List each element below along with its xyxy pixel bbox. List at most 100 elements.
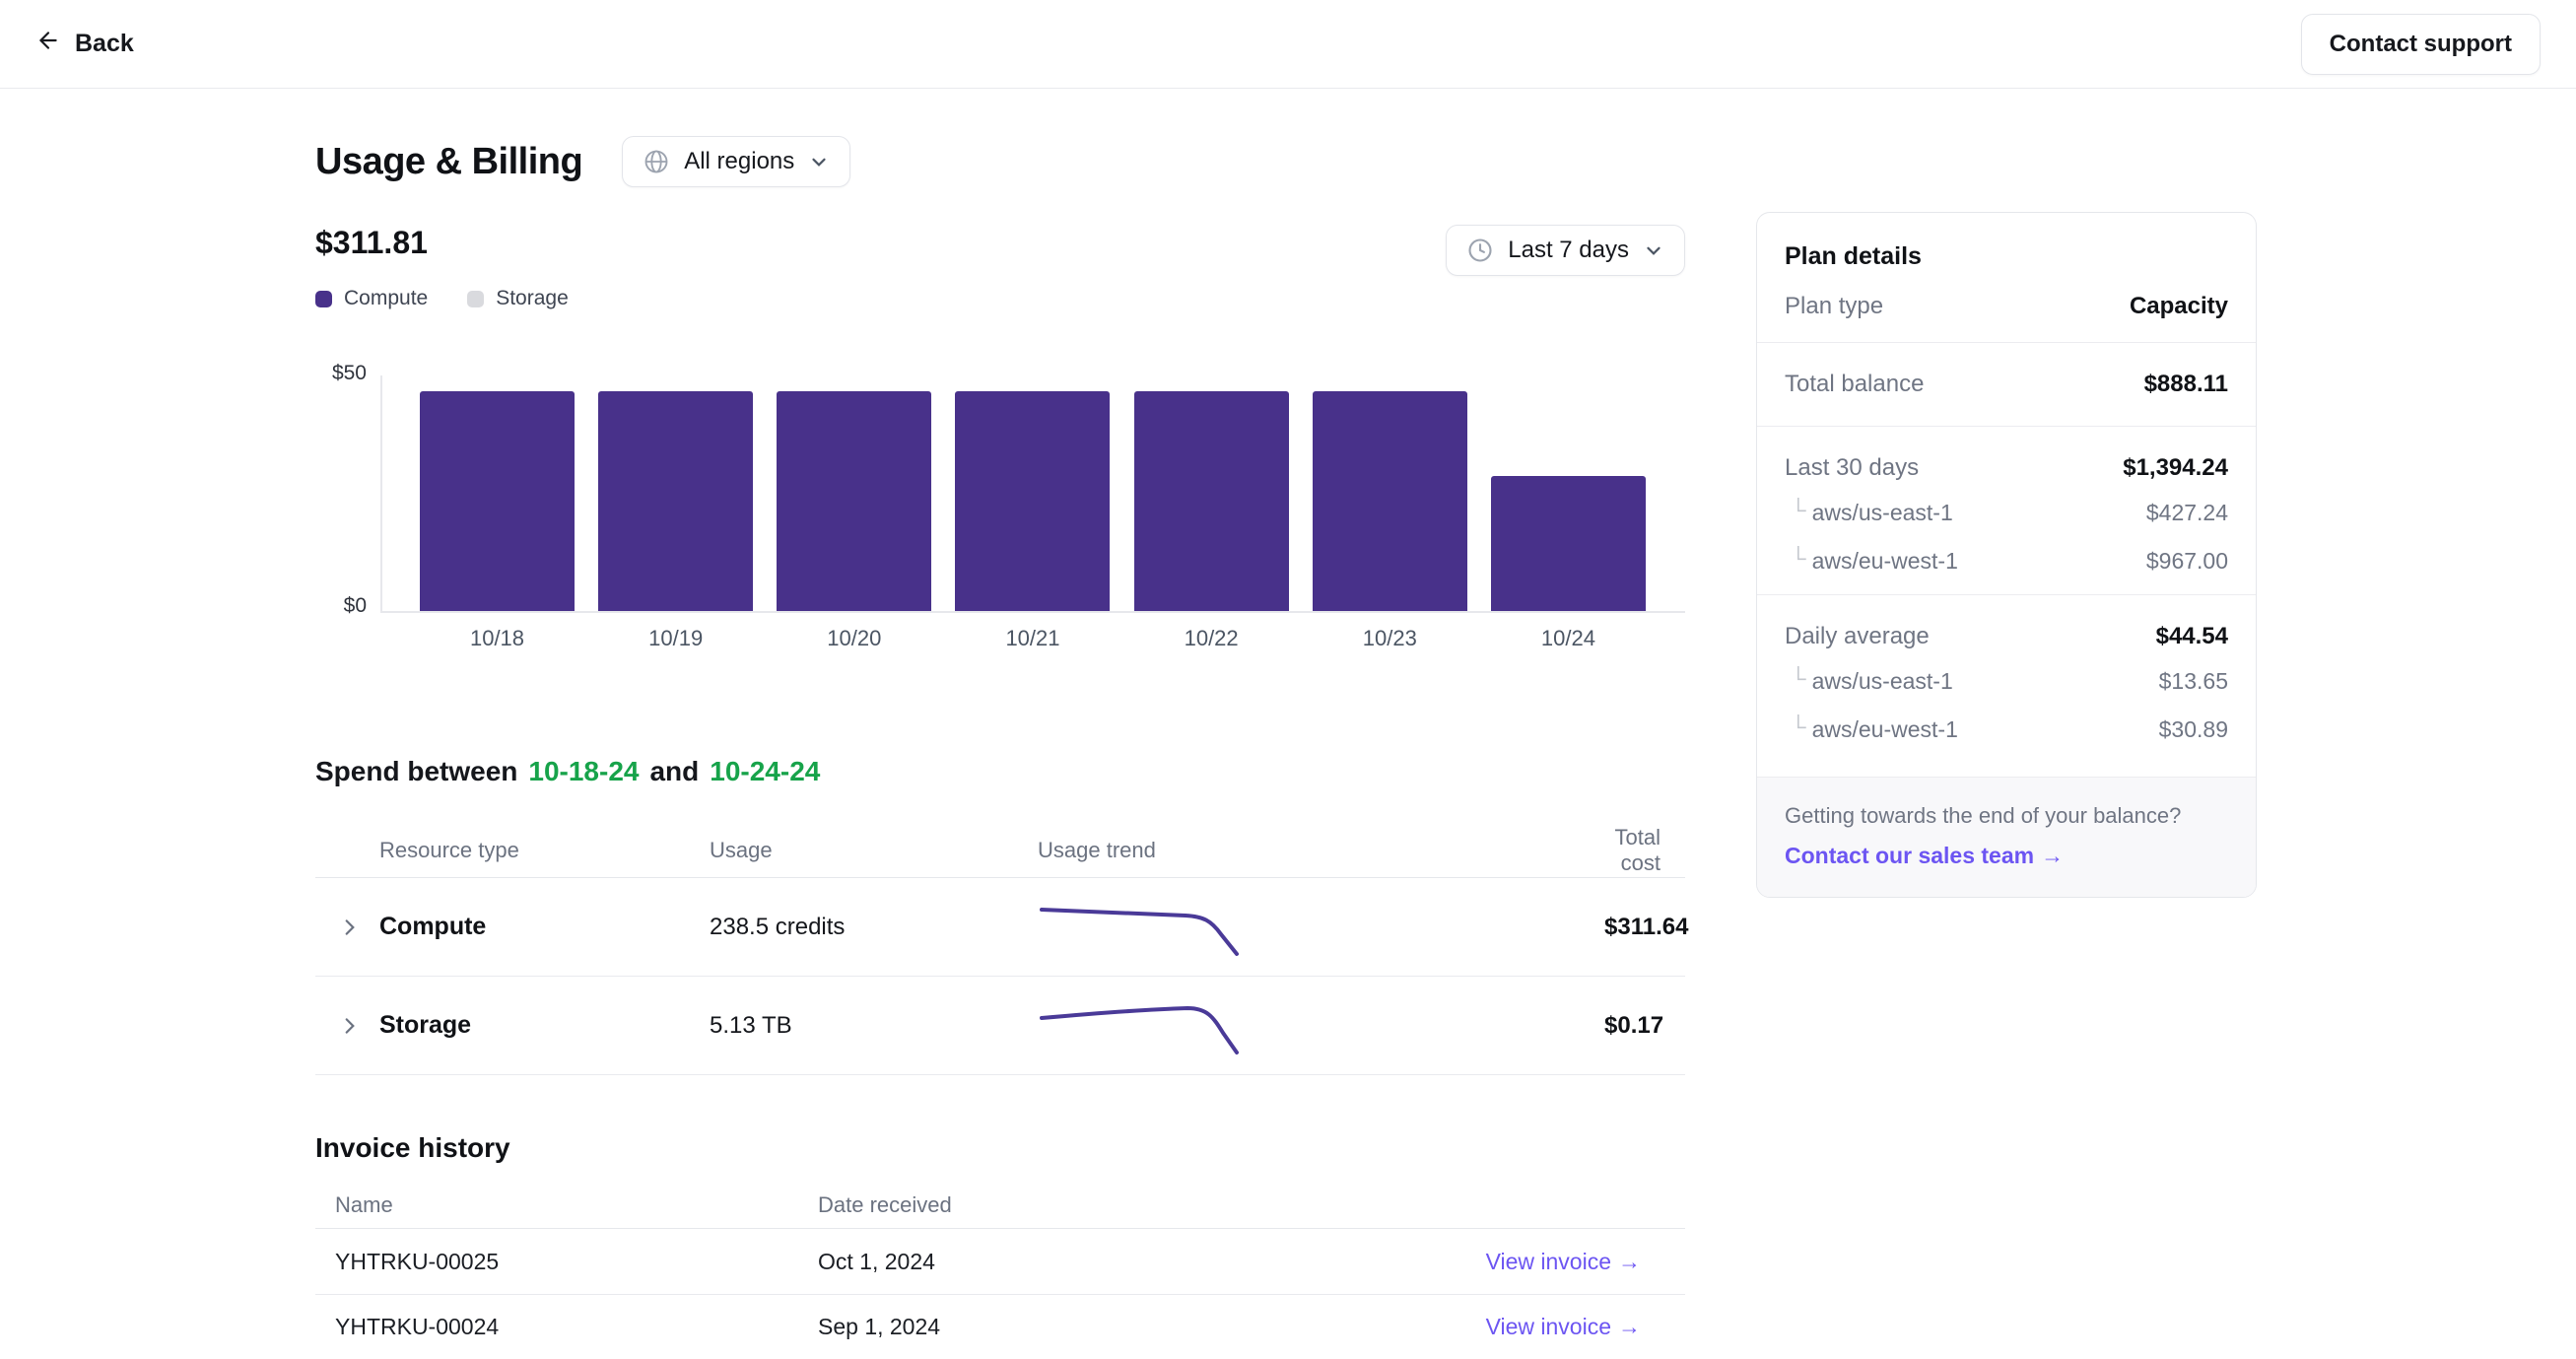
chevron-right-icon [315, 1015, 379, 1037]
total-balance-value: $888.11 [2143, 371, 2228, 397]
resource-total-cost: $0.17 [1604, 1011, 1664, 1039]
back-button[interactable]: Back [35, 28, 134, 60]
legend-item-compute: Compute [315, 287, 428, 310]
spend-prefix: Spend between [315, 756, 518, 786]
chart-legend: Compute Storage [315, 287, 569, 310]
back-label: Back [75, 30, 134, 57]
plan-card-footer: Getting towards the end of your balance?… [1757, 777, 2256, 897]
x-axis-label: 10/23 [1362, 626, 1417, 650]
compute-swatch-icon [315, 290, 332, 307]
contact-sales-label: Contact our sales team [1785, 843, 2035, 868]
arrow-right-icon: → [1618, 1248, 1641, 1274]
clock-icon [1466, 237, 1494, 264]
daily-average-value: $44.54 [2155, 623, 2228, 649]
divider [1757, 426, 2256, 427]
view-invoice-label: View invoice [1485, 1248, 1611, 1274]
y-axis-min-label: $0 [343, 594, 367, 617]
region-filter-value: All regions [684, 148, 795, 174]
divider [1757, 342, 2256, 343]
spend-bar-chart: $50 $0 10/18 10/19 10/20 10/21 10/22 10/23 10/… [315, 362, 1685, 675]
bar-10/21 [955, 391, 1111, 611]
daily-average-row: Daily average $44.54 [1757, 601, 2256, 658]
globe-icon [643, 148, 670, 175]
x-axis-line [380, 611, 1685, 613]
y-axis-max-label: $50 [331, 362, 367, 384]
plan-type-row: Plan type Capacity [1757, 277, 2256, 342]
region-breakdown-row: └ aws/eu-west-1 $30.89 [1757, 707, 2256, 755]
spend-end-date: 10-24-24 [710, 756, 821, 786]
arrow-left-icon [35, 28, 61, 60]
total-balance-row: Total balance $888.11 [1757, 343, 2256, 426]
region-name: aws/eu-west-1 [1811, 548, 1958, 574]
col-usage-trend: Usage trend [1038, 837, 1156, 862]
view-invoice-link[interactable]: View invoice → [1486, 1314, 1641, 1340]
view-invoice-link[interactable]: View invoice → [1486, 1249, 1641, 1275]
tree-corner-icon: └ [1791, 497, 1806, 522]
resource-table-header: Resource type Usage Usage trend Total co… [315, 823, 1685, 878]
x-axis-label: 10/18 [469, 626, 525, 650]
daily-average-label: Daily average [1785, 623, 1930, 649]
plan-type-value: Capacity [2129, 293, 2228, 319]
x-axis-label: 10/19 [648, 626, 704, 650]
legend-compute-label: Compute [344, 287, 429, 309]
x-axis-label: 10/22 [1184, 626, 1239, 650]
storage-swatch-icon [467, 290, 485, 307]
bar-chart-labels: 10/18 10/19 10/20 10/21 10/22 10/23 10/24 [382, 626, 1683, 651]
invoice-name: YHTRKU-00024 [335, 1314, 500, 1339]
region-breakdown-row: └ aws/us-east-1 $13.65 [1757, 658, 2256, 707]
spend-conjunction: and [649, 756, 700, 786]
region-name: aws/us-east-1 [1811, 500, 1953, 525]
x-axis-label: 10/20 [827, 626, 882, 650]
storage-trend-sparkline [1038, 991, 1604, 1060]
last-30-days-label: Last 30 days [1785, 454, 1920, 481]
tree-corner-icon: └ [1791, 545, 1806, 571]
resource-total-cost: $311.64 [1604, 913, 1689, 940]
usage-total: $311.81 [315, 225, 428, 260]
chevron-right-icon [315, 917, 379, 938]
main-column: Usage & Billing All regions $311.81 Comp… [315, 89, 1688, 1359]
invoice-name: YHTRKU-00025 [335, 1248, 500, 1274]
invoice-row: YHTRKU-00025 Oct 1, 2024 View invoice → [315, 1229, 1685, 1294]
resource-row-storage[interactable]: Storage 5.13 TB $0.17 [315, 977, 1685, 1075]
legend-item-storage: Storage [467, 287, 569, 310]
invoice-history-title: Invoice history [315, 1132, 510, 1163]
region-value: $13.65 [2158, 668, 2228, 694]
view-invoice-label: View invoice [1485, 1314, 1611, 1339]
bar-10/19 [598, 391, 754, 611]
arrow-right-icon: → [2041, 843, 2065, 868]
date-range-value: Last 7 days [1508, 237, 1629, 263]
region-value: $967.00 [2145, 548, 2228, 574]
last-30-days-row: Last 30 days $1,394.24 [1757, 433, 2256, 490]
region-value: $30.89 [2158, 716, 2228, 742]
contact-support-button[interactable]: Contact support [2300, 13, 2541, 75]
region-filter-select[interactable]: All regions [622, 136, 851, 187]
plan-type-label: Plan type [1785, 293, 1884, 319]
date-range-select[interactable]: Last 7 days [1446, 225, 1685, 276]
page-title: Usage & Billing [315, 140, 583, 182]
x-axis-label: 10/21 [1005, 626, 1060, 650]
region-value: $427.24 [2145, 500, 2228, 525]
resource-row-compute[interactable]: Compute 238.5 credits $311.64 [315, 878, 1688, 977]
region-name: aws/eu-west-1 [1811, 716, 1958, 742]
x-axis-label: 10/24 [1540, 626, 1595, 650]
daily-average-section: Daily average $44.54 └ aws/us-east-1 $13.… [1757, 595, 2256, 763]
spend-start-date: 10-18-24 [528, 756, 640, 786]
top-bar: Back Contact support [0, 0, 2576, 89]
side-column: Plan details Plan type Capacity Total ba… [1756, 212, 2257, 1359]
invoice-row: YHTRKU-00024 Sep 1, 2024 View invoice → [315, 1294, 1685, 1359]
col-resource-type: Resource type [379, 837, 519, 862]
contact-sales-link[interactable]: Contact our sales team → [1785, 843, 2064, 869]
compute-trend-sparkline [1038, 893, 1604, 962]
bar-10/18 [420, 391, 575, 611]
title-row: Usage & Billing All regions [315, 136, 1685, 187]
resource-name: Compute [379, 913, 487, 940]
bar-10/24 [1490, 476, 1646, 611]
tree-corner-icon: └ [1791, 713, 1806, 739]
page-content: Usage & Billing All regions $311.81 Comp… [0, 89, 2576, 1359]
bar-10/22 [1133, 391, 1289, 611]
last-30-days-section: Last 30 days $1,394.24 └ aws/us-east-1 $4… [1757, 427, 2256, 594]
divider [1757, 594, 2256, 595]
plan-details-title: Plan details [1785, 242, 1922, 270]
region-breakdown-row: └ aws/eu-west-1 $967.00 [1757, 538, 2256, 586]
chevron-down-icon [808, 151, 830, 172]
